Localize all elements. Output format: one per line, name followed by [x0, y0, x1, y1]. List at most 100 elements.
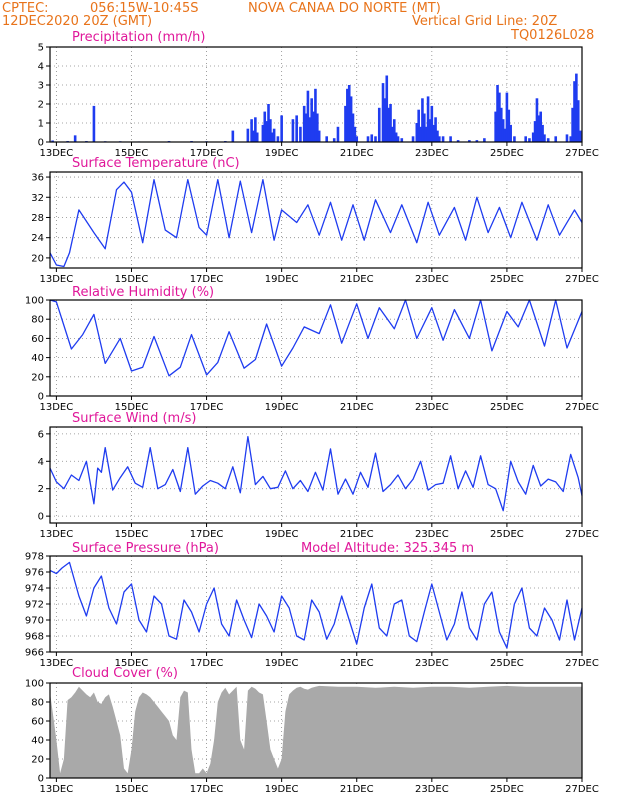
x-tick-label: 17DEC: [190, 784, 224, 795]
precip-bar: [295, 115, 298, 142]
precip-bar: [411, 136, 415, 142]
x-tick-label: 25DEC: [490, 529, 524, 540]
precip-bar: [475, 140, 479, 142]
precip-bar: [541, 124, 544, 142]
x-tick-label: 25DEC: [490, 658, 524, 669]
x-tick-label: 19DEC: [265, 658, 299, 669]
y-tick-label: 20: [31, 253, 44, 264]
header-coords: 056:15W-10:45S: [90, 1, 199, 16]
precip-bar: [569, 136, 573, 142]
x-tick-label: 23DEC: [415, 402, 449, 413]
y-tick-label: 972: [25, 600, 44, 611]
x-tick-label: 13DEC: [40, 148, 74, 159]
precip-bar: [252, 130, 255, 142]
series-line: [49, 435, 583, 512]
panel-title: Relative Humidity (%): [72, 285, 214, 300]
x-tick-label: 25DEC: [490, 148, 524, 159]
precip-bar: [449, 136, 452, 142]
precip-bar: [314, 88, 317, 142]
precip-bar: [387, 107, 390, 142]
x-tick-label: 17DEC: [190, 658, 224, 669]
precip-bar: [575, 73, 578, 142]
x-tick-label: 19DEC: [265, 402, 299, 413]
x-tick-label: 13DEC: [40, 274, 74, 285]
precip-bar: [265, 121, 268, 142]
precip-bar: [565, 134, 569, 142]
precip-bar: [573, 81, 576, 142]
precip-bar: [499, 107, 503, 142]
x-tick-label: 25DEC: [490, 402, 524, 413]
precip-bar: [436, 130, 439, 142]
precip-bar: [509, 124, 512, 142]
y-tick-label: 0: [38, 512, 44, 523]
precip-bar: [325, 136, 329, 142]
precip-bar: [456, 140, 460, 142]
x-tick-label: 21DEC: [340, 784, 374, 795]
x-tick-label: 27DEC: [565, 148, 599, 159]
series-line: [49, 299, 583, 377]
x-tick-label: 27DEC: [565, 658, 599, 669]
y-tick-label: 24: [31, 233, 44, 244]
x-tick-label: 19DEC: [265, 784, 299, 795]
panel-frame: [49, 46, 583, 143]
precip-bar: [374, 136, 377, 142]
x-tick-label: 23DEC: [415, 148, 449, 159]
y-tick-label: 4: [38, 62, 44, 73]
precip-bar: [426, 96, 430, 142]
precip-bar: [507, 109, 511, 142]
panel-title: Surface Pressure (hPa): [72, 541, 219, 556]
x-tick-label: 15DEC: [115, 784, 149, 795]
precip-bar: [304, 113, 308, 142]
header-datetime: 12DEC2020 20Z (GMT): [2, 14, 153, 29]
x-tick-label: 17DEC: [190, 529, 224, 540]
y-tick-label: 20: [31, 372, 44, 383]
precip-bar: [389, 104, 392, 142]
precip-bar: [385, 75, 389, 142]
y-tick-label: 1: [38, 119, 44, 130]
precip-bar: [430, 105, 434, 142]
y-tick-label: 80: [31, 315, 44, 326]
precip-bar: [336, 126, 340, 142]
precip-bar: [396, 136, 400, 142]
precip-bar: [419, 126, 422, 142]
precip-bar: [498, 92, 501, 142]
precip-bar: [533, 121, 537, 142]
precip-bar: [92, 105, 96, 142]
x-tick-label: 19DEC: [265, 274, 299, 285]
x-tick-label: 21DEC: [340, 148, 374, 159]
precip-bar: [483, 138, 486, 142]
x-tick-label: 21DEC: [340, 658, 374, 669]
y-tick-label: 3: [38, 81, 44, 92]
x-tick-label: 23DEC: [415, 274, 449, 285]
precip-bar: [503, 128, 507, 142]
panel-frame: [49, 426, 583, 524]
y-tick-label: 36: [31, 173, 44, 184]
x-tick-label: 27DEC: [565, 529, 599, 540]
precip-bar: [383, 98, 387, 142]
precip-bar: [423, 113, 426, 142]
precip-bar: [349, 96, 353, 142]
precip-bar: [377, 107, 381, 142]
x-tick-label: 15DEC: [115, 402, 149, 413]
precip-bar: [468, 140, 471, 142]
y-tick-label: 978: [25, 552, 44, 563]
precip-bar: [344, 105, 347, 142]
panel-title: Surface Wind (m/s): [72, 411, 196, 426]
x-tick-label: 13DEC: [40, 658, 74, 669]
precip-bar: [392, 119, 396, 142]
precip-bar: [355, 136, 359, 142]
precip-bar: [250, 119, 253, 142]
precip-bar: [347, 85, 351, 142]
precip-bar: [370, 134, 374, 142]
x-tick-label: 19DEC: [265, 148, 299, 159]
precip-bar: [270, 132, 274, 142]
y-tick-label: 40: [31, 736, 44, 747]
precip-bar: [524, 136, 527, 142]
precip-bar: [578, 130, 582, 142]
precip-bar: [438, 136, 441, 142]
precip-bar: [276, 136, 280, 142]
precip-bar: [554, 136, 558, 142]
precip-bar: [434, 117, 437, 142]
precip-bar: [246, 128, 250, 142]
header-org: CPTEC:: [2, 1, 49, 16]
